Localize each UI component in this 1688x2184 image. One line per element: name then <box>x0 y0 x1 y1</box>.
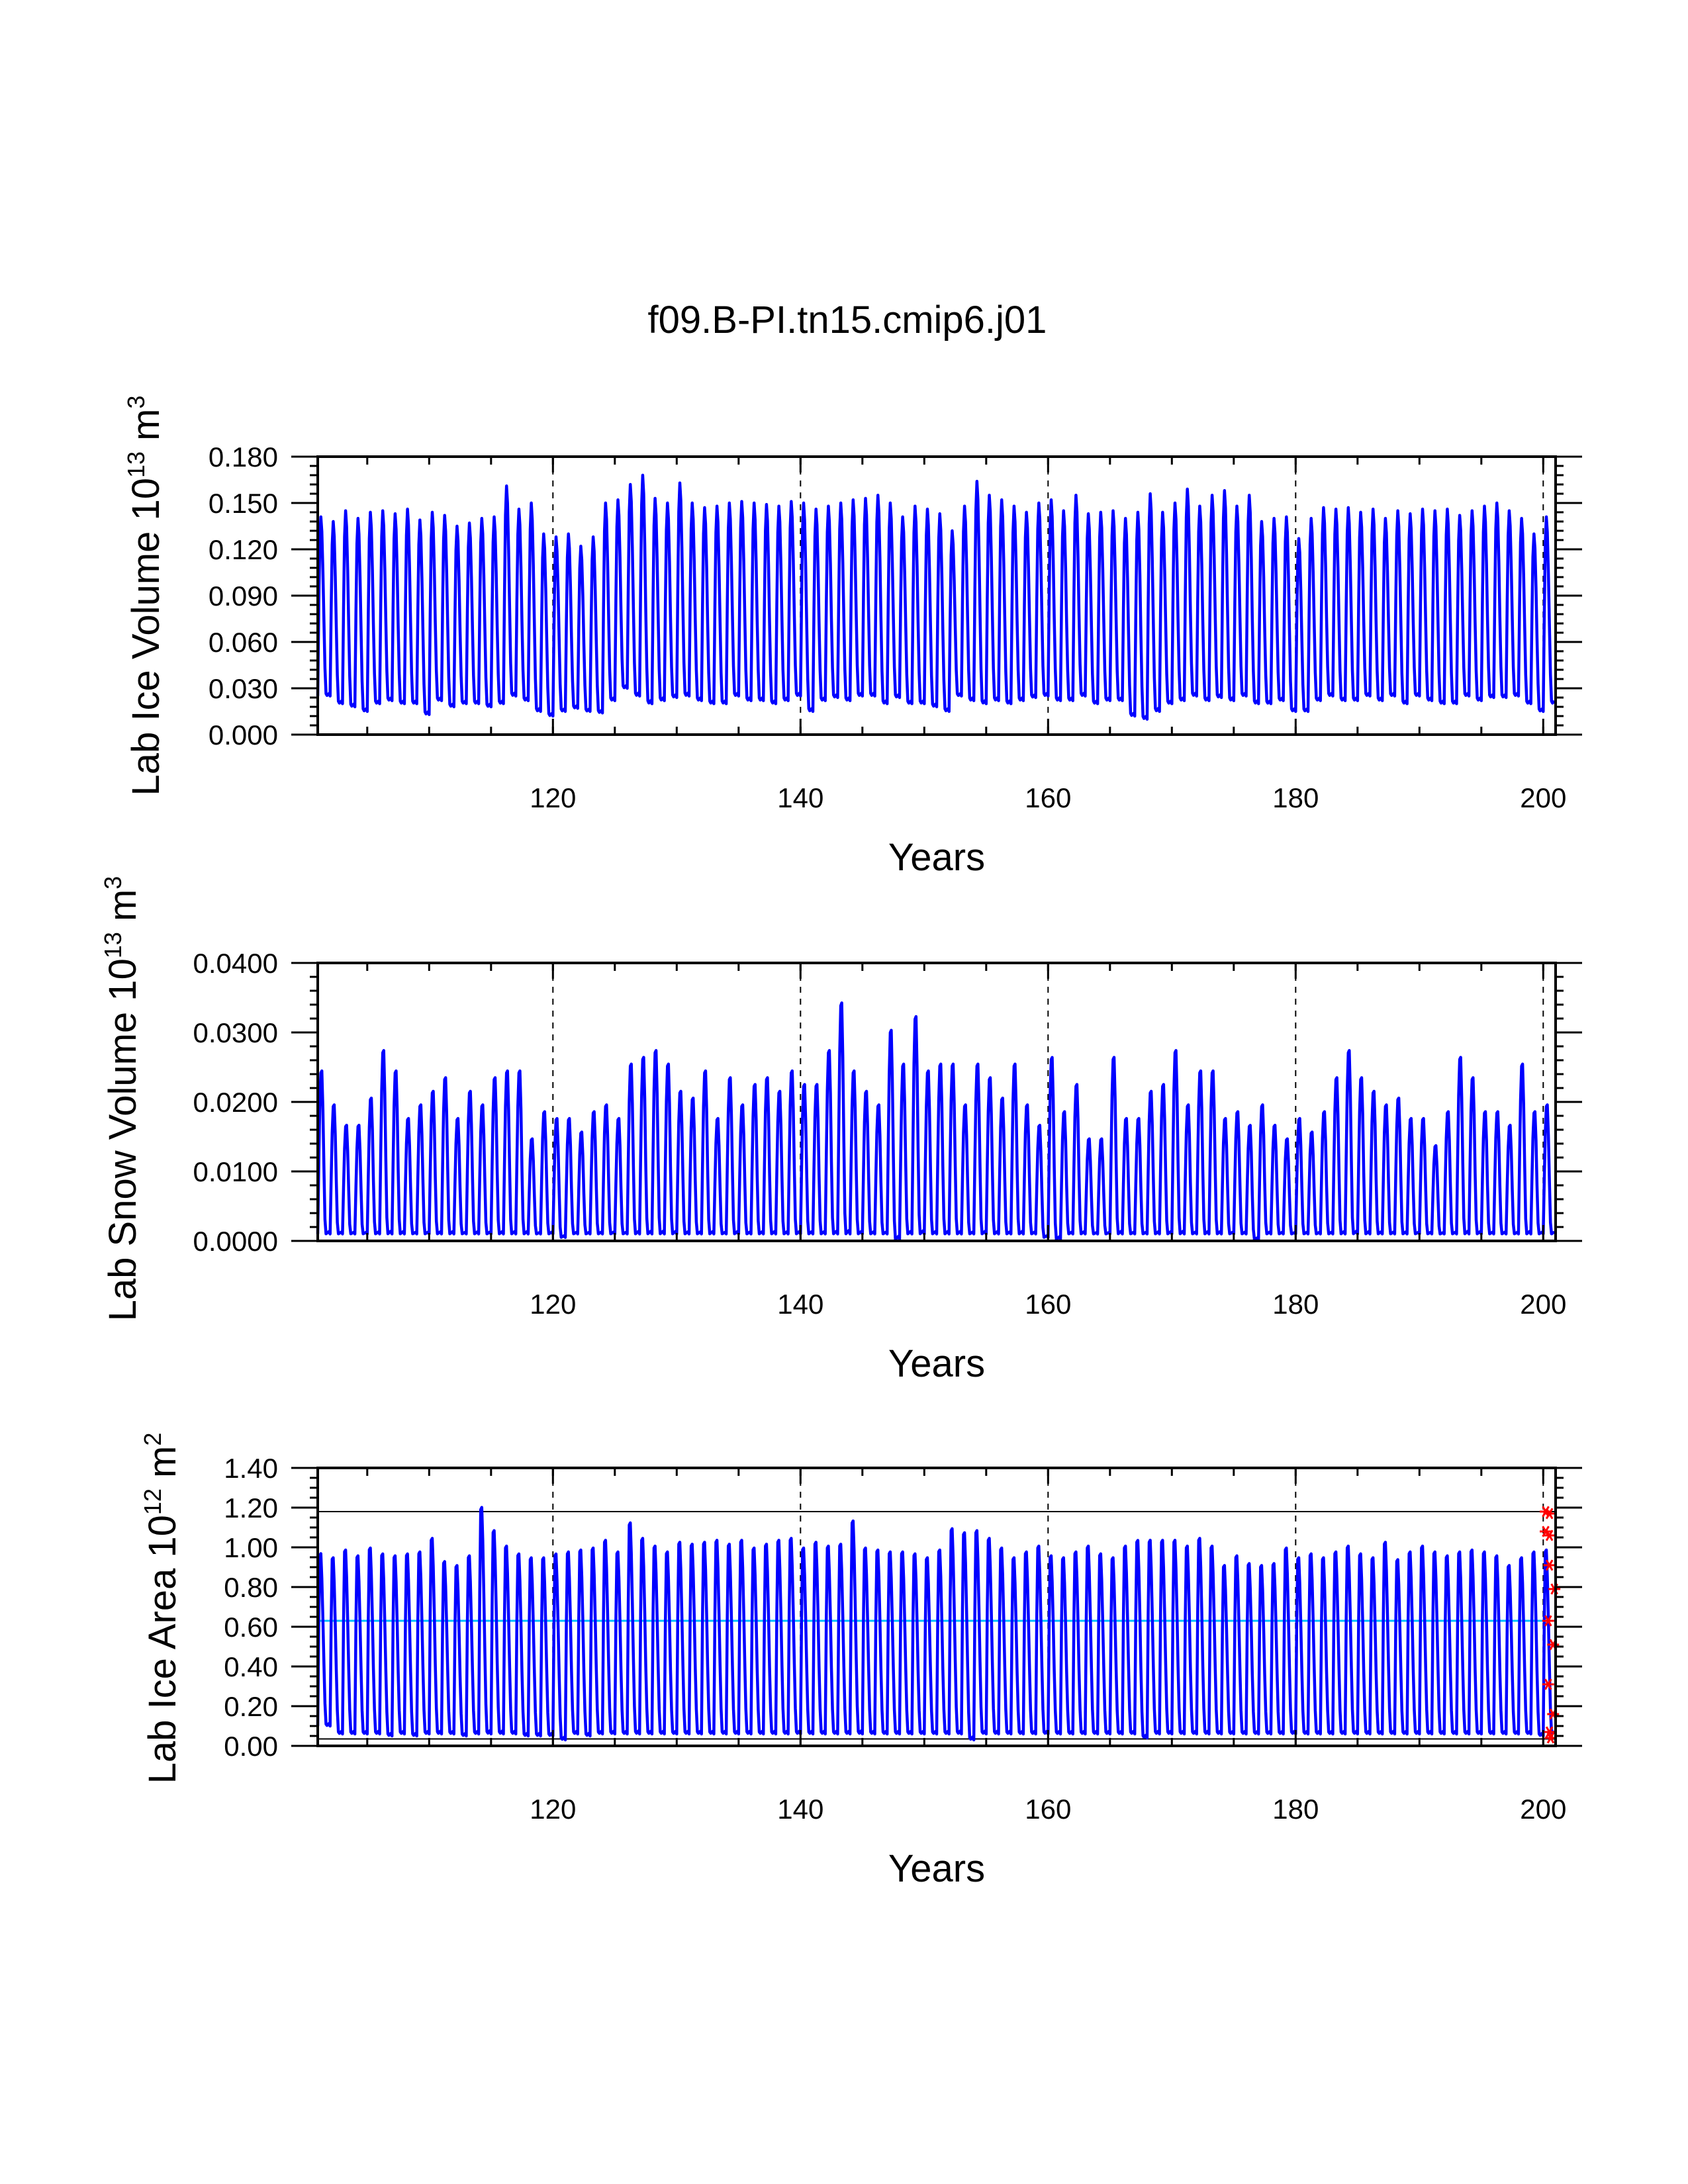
marker-stroke <box>1544 1678 1552 1690</box>
y-tick-label: 0.0200 <box>193 1087 278 1118</box>
marker-stroke <box>1545 1726 1554 1738</box>
tick-labels: 120 140 160 180 200 0.00 0.20 0.40 0.60 0.80 1.00 1… <box>224 1453 1566 1825</box>
x-tick-label: 160 <box>1025 1794 1071 1825</box>
marker-stroke <box>1545 1559 1554 1571</box>
series-line-monthly <box>316 1001 1556 1242</box>
data-marker <box>1542 1615 1554 1627</box>
y-axis-title: Lab Snow Volume 1013 m3 <box>99 876 144 1322</box>
marker-stroke <box>1545 1529 1554 1541</box>
y-tick-label: 0.20 <box>224 1691 278 1722</box>
y-axis-title-unit: m <box>141 1446 184 1488</box>
y-axis-title-exponent: 13 <box>122 451 150 478</box>
panel-snow-volume: 120 140 160 180 200 0.0000 0.0100 0.0200 0.0300 0… <box>99 876 1582 1385</box>
x-tick-label: 200 <box>1520 1289 1566 1320</box>
y-axis-title: Lab Ice Area 1012 m2 <box>139 1433 184 1784</box>
x-tick-label: 200 <box>1520 1794 1566 1825</box>
y-tick-label: 0.120 <box>209 534 278 565</box>
y-axis-title-main: Lab Ice Volume 10 <box>124 478 167 796</box>
y-axis-title-exponent: 12 <box>139 1488 166 1515</box>
data-marker <box>1543 1508 1556 1520</box>
y-tick-label: 0.60 <box>224 1612 278 1643</box>
x-tick-label: 120 <box>530 782 576 813</box>
x-axis-title: Years <box>888 1847 985 1890</box>
series-line-monthly <box>316 1506 1556 1742</box>
marker-stroke <box>1542 1506 1550 1518</box>
tick-marks <box>291 455 1582 736</box>
chart-title: f09.B-PI.tn15.cmip6.j01 <box>648 298 1047 341</box>
x-tick-label: 160 <box>1025 782 1071 813</box>
x-tick-label: 160 <box>1025 1289 1071 1320</box>
x-axis-title: Years <box>888 1342 985 1385</box>
y-axis-title-main: Lab Ice Area 10 <box>141 1515 184 1784</box>
y-tick-label: 1.40 <box>224 1453 278 1484</box>
tick-labels: 120 140 160 180 200 0.0000 0.0100 0.0200 0.0300 0… <box>193 948 1567 1320</box>
data-marker <box>1542 1678 1554 1690</box>
y-axis-title-unit: m <box>124 409 167 451</box>
panel-ice-volume: 120 140 160 180 200 0.000 0.030 0.060 0.090 0.120… <box>122 396 1582 879</box>
y-tick-label: 0.090 <box>209 580 278 612</box>
y-axis-title-exponent: 13 <box>99 932 126 958</box>
series-line-monthly <box>316 473 1556 721</box>
tick-marks <box>291 962 1582 1242</box>
y-tick-label: 0.0100 <box>193 1156 278 1187</box>
marker-stroke <box>1545 1508 1554 1520</box>
marker-stroke <box>1546 1732 1555 1744</box>
x-axis-title: Years <box>888 836 985 879</box>
panel-ice-area: 120 140 160 180 200 0.00 0.20 0.40 0.60 0.80 1.00 1… <box>139 1433 1582 1890</box>
y-axis-title-unit-exponent: 2 <box>139 1433 166 1446</box>
plot-area <box>316 963 1556 1242</box>
y-axis-title-main: Lab Snow Volume 10 <box>101 958 144 1321</box>
data-marker <box>1543 1559 1556 1571</box>
x-tick-label: 180 <box>1272 1289 1319 1320</box>
data-marker <box>1543 1529 1556 1541</box>
x-tick-label: 180 <box>1272 782 1319 813</box>
tick-marks <box>291 1467 1582 1747</box>
x-tick-label: 120 <box>530 1289 576 1320</box>
y-tick-label: 0.0400 <box>193 948 278 979</box>
y-tick-label: 0.00 <box>224 1731 278 1762</box>
x-tick-label: 140 <box>777 1289 823 1320</box>
x-tick-label: 140 <box>777 1794 823 1825</box>
y-tick-label: 0.40 <box>224 1651 278 1682</box>
y-tick-label: 0.180 <box>209 441 278 473</box>
plot-area <box>316 1468 1561 1746</box>
y-tick-label: 0.80 <box>224 1572 278 1603</box>
y-tick-label: 0.0000 <box>193 1226 278 1257</box>
y-tick-label: 1.00 <box>224 1532 278 1563</box>
y-tick-label: 0.150 <box>209 488 278 519</box>
plot-area <box>316 457 1556 735</box>
y-tick-label: 0.060 <box>209 627 278 658</box>
y-axis-title: Lab Ice Volume 1013 m3 <box>122 396 167 796</box>
tick-labels: 120 140 160 180 200 0.000 0.030 0.060 0.090 0.120… <box>209 441 1566 813</box>
y-tick-label: 0.0300 <box>193 1017 278 1048</box>
y-axis-title-unit: m <box>101 889 144 932</box>
y-axis-title-unit-exponent: 3 <box>122 396 150 409</box>
marker-stroke <box>1544 1615 1552 1627</box>
x-tick-label: 180 <box>1272 1794 1319 1825</box>
x-tick-label: 120 <box>530 1794 576 1825</box>
x-tick-label: 200 <box>1520 782 1566 813</box>
y-tick-label: 0.030 <box>209 673 278 704</box>
y-tick-label: 1.20 <box>224 1492 278 1524</box>
y-tick-label: 0.000 <box>209 719 278 751</box>
x-tick-label: 140 <box>777 782 823 813</box>
y-axis-title-unit-exponent: 3 <box>99 876 126 889</box>
